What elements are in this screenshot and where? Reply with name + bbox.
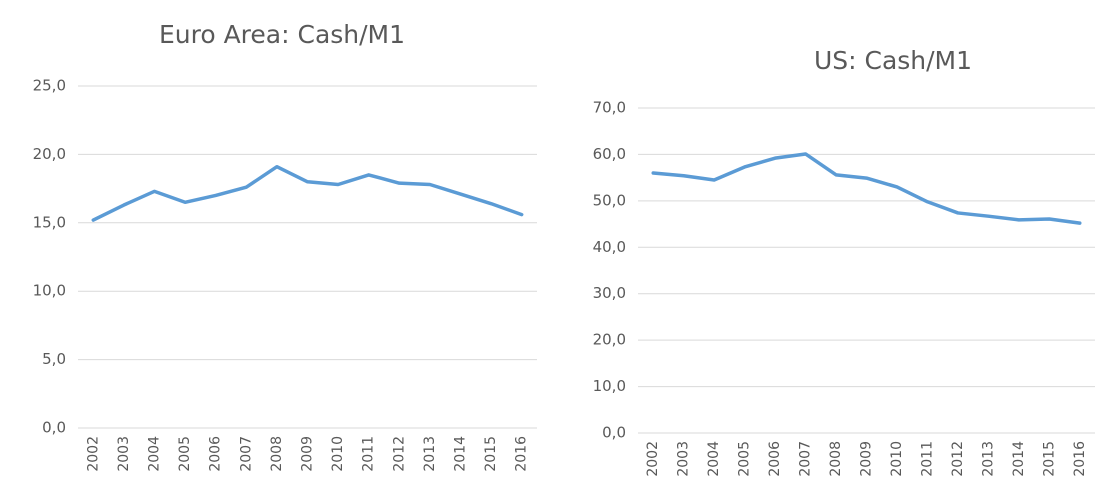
x-tick-label: 2004 xyxy=(147,436,163,472)
x-tick-label: 2015 xyxy=(1041,441,1057,477)
x-tick-label: 2016 xyxy=(514,436,530,472)
x-tick-label: 2008 xyxy=(828,441,844,477)
y-tick-label: 10,0 xyxy=(33,282,66,300)
y-tick-label: 0,0 xyxy=(42,419,66,437)
x-tick-label: 2010 xyxy=(889,441,905,477)
chart-title: US: Cash/M1 xyxy=(814,46,972,75)
x-tick-label: 2005 xyxy=(177,436,193,472)
y-tick-label: 30,0 xyxy=(593,284,626,302)
y-tick-label: 25,0 xyxy=(33,77,66,95)
x-tick-label: 2012 xyxy=(391,436,407,472)
x-tick-label: 2011 xyxy=(361,436,377,472)
x-tick-label: 2011 xyxy=(919,441,935,477)
x-tick-label: 2014 xyxy=(453,436,469,472)
x-tick-label: 2004 xyxy=(706,441,722,477)
chart-title: Euro Area: Cash/M1 xyxy=(159,20,405,49)
x-tick-label: 2002 xyxy=(85,436,101,472)
y-tick-label: 20,0 xyxy=(33,145,66,163)
x-tick-label: 2013 xyxy=(422,436,438,472)
y-tick-label: 5,0 xyxy=(42,350,66,368)
y-tick-label: 40,0 xyxy=(593,238,626,256)
x-tick-label: 2006 xyxy=(767,441,783,477)
x-tick-label: 2009 xyxy=(859,441,875,477)
y-tick-label: 15,0 xyxy=(33,213,66,231)
x-tick-label: 2002 xyxy=(645,441,661,477)
x-tick-label: 2005 xyxy=(737,441,753,477)
x-tick-label: 2007 xyxy=(798,441,814,477)
y-tick-label: 10,0 xyxy=(593,377,626,395)
x-tick-label: 2003 xyxy=(116,436,132,472)
x-tick-label: 2008 xyxy=(269,436,285,472)
y-tick-label: 50,0 xyxy=(593,191,626,209)
y-tick-label: 20,0 xyxy=(593,331,626,349)
x-tick-label: 2013 xyxy=(980,441,996,477)
data-line xyxy=(91,164,524,222)
x-tick-label: 2010 xyxy=(330,436,346,472)
x-tick-label: 2009 xyxy=(300,436,316,472)
x-tick-label: 2016 xyxy=(1072,441,1088,477)
data-line xyxy=(651,152,1082,225)
y-tick-label: 60,0 xyxy=(593,145,626,163)
x-tick-label: 2006 xyxy=(208,436,224,472)
x-tick-label: 2007 xyxy=(238,436,254,472)
x-tick-label: 2015 xyxy=(483,436,499,472)
x-tick-label: 2012 xyxy=(950,441,966,477)
y-tick-label: 0,0 xyxy=(602,424,626,442)
y-tick-label: 70,0 xyxy=(593,99,626,117)
x-tick-label: 2003 xyxy=(676,441,692,477)
x-tick-label: 2014 xyxy=(1011,441,1027,477)
